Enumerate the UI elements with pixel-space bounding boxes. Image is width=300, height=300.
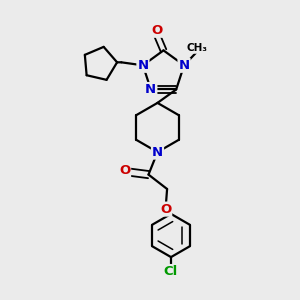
- Text: O: O: [119, 164, 130, 177]
- Text: O: O: [160, 202, 171, 216]
- Text: N: N: [178, 59, 190, 72]
- Text: O: O: [151, 24, 163, 37]
- Text: N: N: [137, 59, 148, 72]
- Text: CH₃: CH₃: [187, 43, 208, 53]
- Text: Cl: Cl: [164, 265, 178, 278]
- Text: N: N: [152, 146, 163, 159]
- Text: N: N: [145, 83, 156, 96]
